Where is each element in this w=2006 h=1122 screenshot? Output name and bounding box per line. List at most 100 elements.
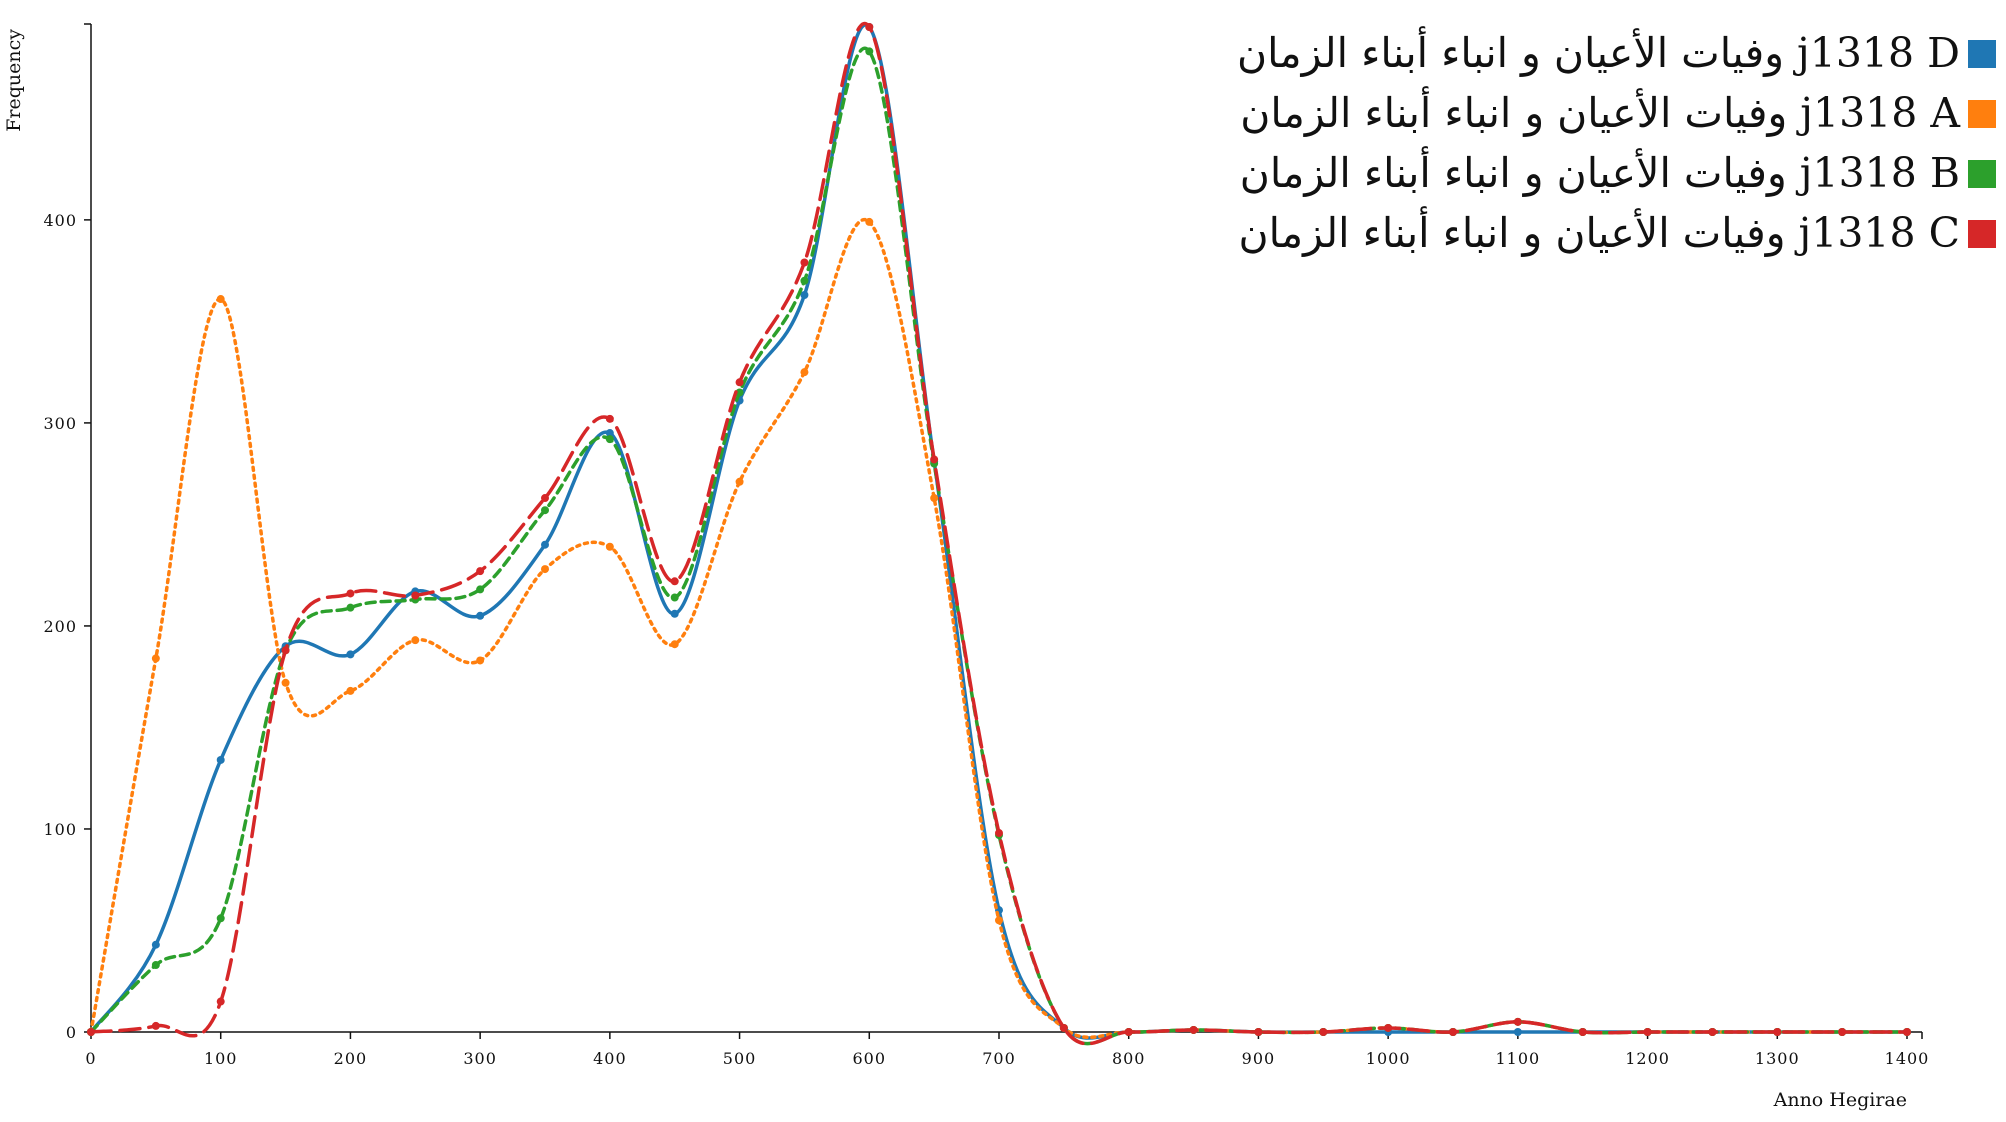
data-point	[151, 940, 160, 949]
data-point	[411, 591, 420, 600]
data-point	[1513, 1017, 1522, 1026]
data-point	[541, 506, 549, 515]
data-point	[670, 640, 679, 649]
data-point	[605, 429, 614, 438]
x-tick-label: 1000	[1366, 1049, 1411, 1068]
y-axis-ticks: 0 100 200 300 400	[43, 211, 91, 1042]
data-point	[800, 276, 809, 285]
data-point	[735, 378, 744, 387]
data-point	[605, 435, 614, 444]
data-point	[151, 1021, 160, 1030]
legend-label: وفيات الأعيان و انباء أبناء الزمان j1318…	[1239, 205, 1961, 258]
data-point	[541, 540, 549, 549]
x-tick-label: 700	[982, 1049, 1016, 1068]
y-axis-title: Frequency	[3, 29, 25, 132]
x-tick-label: 600	[853, 1049, 887, 1068]
data-point	[1189, 1025, 1198, 1034]
y-tick-label: 400	[43, 211, 77, 230]
data-point	[995, 829, 1003, 838]
data-point	[281, 678, 290, 687]
data-point	[670, 609, 679, 618]
data-point	[1513, 1028, 1522, 1036]
y-tick-label: 200	[43, 617, 77, 636]
data-point	[930, 494, 939, 503]
data-point	[800, 368, 809, 377]
series-line	[89, 46, 1909, 1046]
data-point	[216, 914, 225, 923]
x-tick-label: 1300	[1755, 1049, 1800, 1068]
data-point	[605, 542, 614, 551]
data-point	[216, 997, 225, 1006]
legend-label: وفيات الأعيان و انباء أبناء الزمان j1318…	[1237, 25, 1960, 78]
data-point	[930, 455, 939, 464]
x-tick-label: 1400	[1885, 1049, 1930, 1068]
x-axis-title: Anno Hegirae	[1773, 1089, 1907, 1111]
data-point	[541, 565, 549, 574]
data-point	[995, 916, 1003, 925]
x-tick-label: 200	[334, 1049, 368, 1068]
data-point	[735, 477, 744, 486]
y-tick-label: 300	[43, 414, 77, 433]
legend-swatch	[1968, 100, 1996, 128]
data-point	[281, 646, 290, 655]
x-tick-label: 0	[85, 1049, 96, 1068]
data-point	[1384, 1023, 1393, 1032]
data-point	[1319, 1028, 1328, 1036]
data-point	[411, 636, 420, 645]
data-point	[476, 585, 485, 594]
data-point	[1773, 1028, 1782, 1036]
data-point	[865, 217, 874, 226]
data-point	[1059, 1023, 1068, 1032]
series-1	[87, 217, 1911, 1039]
data-point	[1838, 1028, 1847, 1036]
legend: وفيات الأعيان و انباء أبناء الزمان j1318…	[1237, 25, 1996, 258]
data-point	[670, 577, 679, 586]
data-point	[216, 755, 225, 764]
x-axis-ticks: 0 100 200 300 400 500 600 700 800 900 1000 1100 1200…	[85, 1032, 1930, 1068]
series-line	[89, 21, 1909, 1046]
data-point	[346, 589, 355, 598]
x-tick-label: 300	[463, 1049, 497, 1068]
data-point	[1578, 1028, 1587, 1036]
axes: 0 100 200 300 400 500 600 700 800 900 1000 1100 1200…	[3, 23, 1930, 1111]
legend-label: وفيات الأعيان و انباء أبناء الزمان j1318…	[1240, 85, 1961, 138]
data-point	[476, 611, 485, 620]
x-tick-label: 100	[204, 1049, 238, 1068]
y-tick-label: 0	[66, 1023, 77, 1042]
data-point	[151, 961, 160, 969]
data-point	[1708, 1028, 1717, 1036]
data-point	[346, 686, 355, 695]
series-3	[87, 21, 1911, 1046]
data-point	[1643, 1028, 1652, 1036]
data-point	[151, 654, 160, 663]
x-tick-label: 1100	[1495, 1049, 1540, 1068]
x-tick-label: 1200	[1625, 1049, 1670, 1068]
x-tick-label: 800	[1112, 1049, 1146, 1068]
data-point	[87, 1028, 95, 1036]
legend-swatch	[1968, 220, 1996, 248]
data-point	[1449, 1028, 1457, 1036]
data-point	[476, 567, 485, 576]
data-point	[216, 295, 225, 304]
data-point	[346, 603, 355, 612]
series-group	[87, 21, 1911, 1046]
legend-swatch	[1968, 160, 1996, 188]
x-tick-label: 900	[1242, 1049, 1276, 1068]
data-point	[670, 593, 679, 602]
data-point	[1903, 1028, 1911, 1036]
data-point	[346, 650, 355, 659]
data-point	[735, 388, 744, 397]
data-point	[476, 656, 485, 665]
series-line	[89, 217, 1909, 1039]
x-tick-label: 500	[723, 1049, 757, 1068]
data-point	[865, 47, 874, 56]
data-point	[800, 291, 809, 299]
data-point	[541, 494, 549, 503]
data-point	[800, 258, 809, 267]
data-point	[1124, 1028, 1133, 1036]
y-tick-label: 100	[43, 820, 77, 839]
data-point	[605, 414, 614, 423]
legend-label: وفيات الأعيان و انباء أبناء الزمان j1318…	[1240, 145, 1960, 198]
data-point	[1254, 1028, 1263, 1036]
